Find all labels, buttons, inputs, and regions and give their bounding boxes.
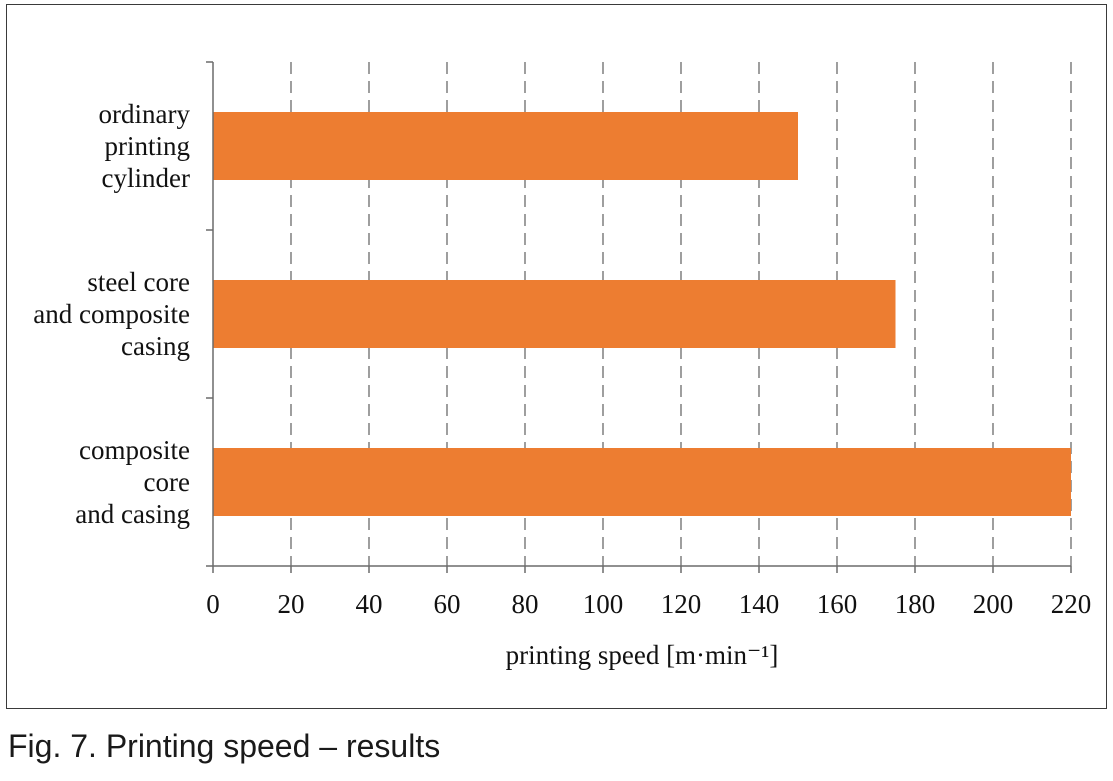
bars (213, 112, 1071, 516)
category-label-line: and casing (75, 499, 190, 529)
category-label-line: casing (121, 331, 190, 361)
x-tick-labels: 0 20 40 60 80 100 120 140 160 180 200 220 (206, 589, 1091, 619)
bar (213, 112, 798, 180)
x-tick-label: 180 (895, 589, 936, 619)
x-tick-label: 20 (278, 589, 305, 619)
category-label-line: and composite (33, 299, 190, 329)
x-tick-label: 120 (661, 589, 702, 619)
x-tick-label: 60 (434, 589, 461, 619)
axes (206, 61, 1072, 573)
category-label-line: ordinary (99, 99, 191, 129)
bar (213, 280, 896, 348)
category-label-line: steel core (87, 267, 190, 297)
x-tick-label: 80 (512, 589, 539, 619)
x-axis-title: printing speed [m·min⁻¹] (506, 640, 779, 670)
figure-caption: Fig. 7. Printing speed – results (8, 728, 441, 764)
category-labels: ordinary printing cylinder steel core and co… (33, 99, 190, 529)
x-tick-label: 0 (206, 589, 220, 619)
category-label-line: core (144, 467, 190, 497)
bar (213, 448, 1071, 516)
x-tick-label: 140 (739, 589, 780, 619)
category-label-line: composite (79, 435, 190, 465)
category-label: composite core and casing (75, 435, 190, 529)
x-tick-label: 200 (973, 589, 1014, 619)
category-label-line: printing (105, 131, 191, 161)
x-tick-label: 160 (817, 589, 858, 619)
category-label-line: cylinder (102, 163, 190, 193)
x-tick-label: 100 (583, 589, 624, 619)
category-label: ordinary printing cylinder (99, 99, 191, 193)
x-tick-label: 220 (1051, 589, 1092, 619)
category-label: steel core and composite casing (33, 267, 190, 361)
x-tick-label: 40 (356, 589, 383, 619)
